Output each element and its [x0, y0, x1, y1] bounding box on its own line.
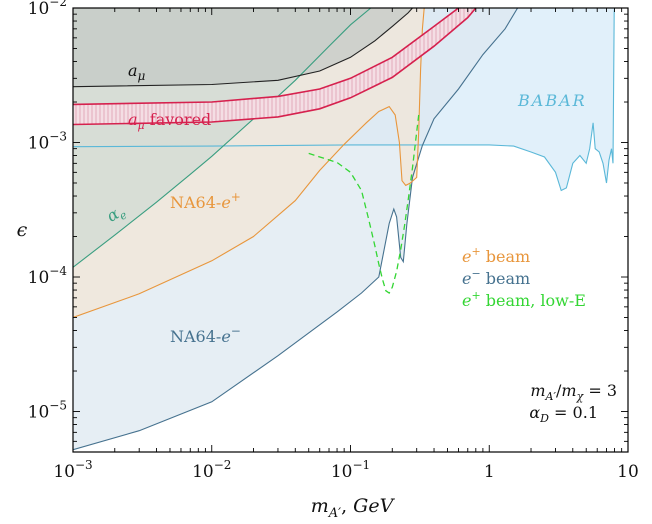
label-na64-eplus: NA64-e+ — [170, 190, 241, 212]
curves — [73, 8, 616, 451]
label-na64-eminus: NA64-e− — [170, 324, 241, 346]
x-tick-label: 10−2 — [192, 458, 231, 482]
amu-favored-band — [73, 8, 476, 125]
tick-labels: 10−3 10−2 10−1 1 10 10−5 10−4 10−3 10−2 — [28, 0, 639, 482]
mass-ratio-annotation: mA′/mχ = 3 — [530, 381, 617, 403]
axis-ticks — [72, 8, 628, 452]
y-tick-label: 10−2 — [28, 0, 67, 19]
x-tick-label: 10−1 — [331, 458, 370, 482]
label-amu-favored: aμ favored — [128, 110, 211, 132]
x-axis-title: mA′, GeV — [311, 495, 396, 521]
y-tick-label: 10−5 — [28, 399, 67, 423]
amu-favored-upper — [73, 8, 459, 106]
label-babar: BABAR — [517, 91, 587, 110]
legend: e+ beam e− beam e+ beam, low-E — [462, 245, 586, 310]
region-amu-boundary — [73, 8, 413, 88]
legend-eplus-beam: e+ beam — [462, 245, 530, 266]
x-tick-label: 1 — [484, 462, 495, 482]
region-alphae-boundary — [73, 8, 372, 268]
parameters-annotation: mA′/mχ = 3 αD = 0.1 — [529, 381, 617, 425]
legend-eplus-lowe: e+ beam, low-E — [462, 289, 586, 310]
x-tick-label: 10 — [617, 462, 639, 482]
amu-favored-lower — [73, 8, 477, 126]
y-tick-label: 10−4 — [28, 264, 68, 288]
lowE-curve — [308, 114, 420, 294]
y-axis-title: ϵ — [17, 219, 28, 241]
region-nume-boundary — [73, 8, 519, 451]
x-tick-label: 10−3 — [53, 458, 92, 482]
legend-eminus-beam: e− beam — [462, 267, 530, 288]
region-babar-boundary — [73, 8, 616, 192]
region-nump-boundary — [73, 8, 425, 319]
y-tick-label: 10−3 — [28, 130, 67, 154]
alpha-d-annotation: αD = 0.1 — [529, 403, 598, 425]
